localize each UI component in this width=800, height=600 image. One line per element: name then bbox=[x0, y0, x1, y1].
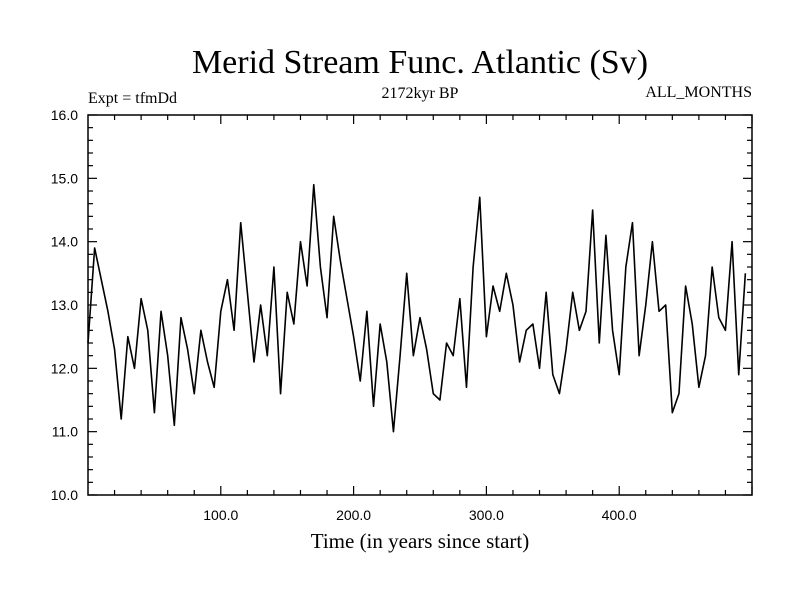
epoch-label: 2172kyr BP bbox=[382, 85, 459, 102]
y-tick-label: 13.0 bbox=[51, 297, 78, 313]
y-tick-label: 11.0 bbox=[52, 424, 78, 440]
plot-frame bbox=[87, 114, 753, 496]
y-tick-label: 16.0 bbox=[51, 107, 78, 123]
experiment-label: Expt = tfmDd bbox=[88, 90, 177, 107]
series-line bbox=[87, 183, 747, 433]
y-tick-label: 15.0 bbox=[51, 170, 78, 186]
x-tick-label: 200.0 bbox=[336, 507, 371, 523]
y-tick-label: 10.0 bbox=[51, 487, 78, 503]
series-layer bbox=[87, 183, 747, 433]
x-axis-label: Time (in years since start) bbox=[311, 529, 530, 553]
axis-ticks bbox=[88, 114, 753, 496]
y-tick-label: 12.0 bbox=[51, 360, 78, 376]
x-tick-label: 300.0 bbox=[469, 507, 504, 523]
x-tick-labels: 100.0 200.0 300.0 400.0 bbox=[203, 507, 637, 523]
months-label: ALL_MONTHS bbox=[645, 84, 752, 101]
chart-title: Merid Stream Func. Atlantic (Sv) bbox=[192, 44, 648, 81]
y-tick-label: 14.0 bbox=[51, 234, 78, 250]
y-tick-labels: 10.0 11.0 12.0 13.0 14.0 15.0 16.0 bbox=[51, 107, 78, 503]
x-tick-label: 400.0 bbox=[602, 507, 637, 523]
x-tick-label: 100.0 bbox=[203, 507, 238, 523]
